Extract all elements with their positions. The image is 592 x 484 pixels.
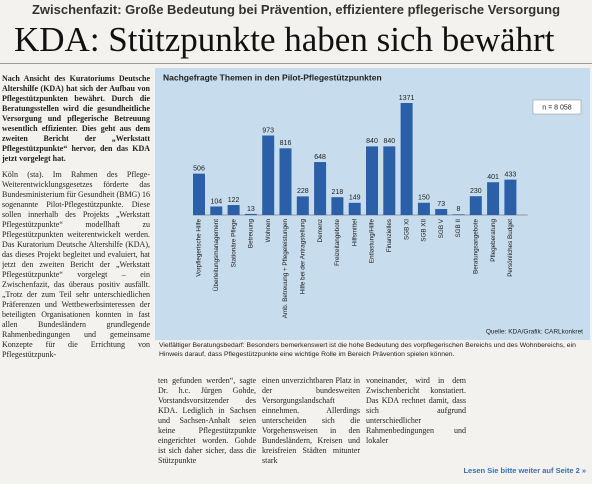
value-label: 648 [314, 154, 326, 161]
chart-title: Nachgefragte Themen in den Pilot-Pfleges… [163, 72, 382, 82]
source: Quelle: KDA/Grafik: CARLkonkret [486, 329, 583, 336]
value-label: 8 [457, 206, 461, 213]
bar [417, 202, 430, 215]
column: einen unverzichtbaren Platz in der bunde… [262, 376, 360, 465]
bar [504, 179, 517, 215]
bar [331, 197, 344, 215]
bar [193, 173, 205, 215]
bar [296, 196, 309, 215]
bar [244, 213, 257, 215]
category-label: Hilfe bei der Antragstellung [299, 219, 306, 295]
column: Nach Ansicht des Kuratoriums Deutsche Al… [2, 74, 150, 482]
value-label: 230 [470, 188, 482, 195]
value-label: 401 [487, 174, 499, 181]
caption: Vielfältiger Beratungsbedarf: Besonders … [159, 342, 576, 358]
lead: Nach Ansicht des Kuratoriums Deutsche Al… [2, 74, 150, 163]
value-label: 104 [210, 198, 222, 205]
category-label: Betreuung [248, 219, 255, 249]
rule [0, 63, 592, 64]
bar [435, 209, 448, 215]
bar [348, 202, 361, 215]
column: ten gefunden werden“, sagte Dr. h.c. Jür… [158, 376, 256, 465]
value-label: 816 [280, 140, 292, 147]
category-label: Stationäre Pflege [230, 219, 237, 268]
category-label: SGB II [455, 219, 462, 238]
category-label: SGB XI [403, 219, 410, 240]
value-label: 150 [418, 195, 430, 202]
category-label: Entlastung/Hilfe [369, 219, 376, 264]
continue-link[interactable]: Lesen Sie bitte weiter auf Seite 2 » [463, 466, 586, 475]
category-label: Pflegeberatung [490, 219, 497, 262]
category-label: Vorpflegerische Hilfe [196, 219, 203, 277]
kicker: Zwischenfazit: Große Bedeutung bei Präve… [31, 2, 561, 17]
category-label: Demenz [317, 219, 324, 242]
column: voneinander, wird in dem Zwischenbericht… [366, 376, 466, 445]
value-label: 840 [366, 138, 378, 145]
headline: KDA: Stützpunkte haben sich bewährt [14, 20, 555, 59]
category-label: Hilfsmittel [351, 219, 358, 246]
value-label: 433 [505, 171, 517, 178]
value-label: 840 [383, 138, 395, 145]
category-label: Wohnen [265, 219, 272, 243]
note: n = 8 058 [542, 104, 571, 111]
bar [262, 135, 275, 215]
bar [366, 146, 378, 215]
bar [452, 214, 465, 215]
category-label: Finanzielles [386, 219, 393, 252]
value-label: 73 [437, 201, 445, 208]
category-label: Amb. Betreuung + Pflegeleistungen [282, 219, 289, 319]
value-label: 1371 [399, 95, 415, 102]
bar [314, 162, 327, 215]
value-label: 122 [228, 197, 240, 204]
value-label: 228 [297, 188, 309, 195]
value-label: 218 [332, 189, 344, 196]
value-label: 13 [247, 206, 255, 213]
category-label: Beratungsangebote [472, 219, 479, 274]
bar [383, 146, 396, 215]
bar [279, 148, 292, 215]
bar [400, 103, 413, 215]
category-label: Persönliches Budget [507, 219, 514, 277]
caption-box: Vielfältiger Beratungsbedarf: Besonders … [159, 342, 576, 358]
value-label: 973 [262, 127, 274, 134]
bar [210, 206, 223, 215]
value-label: 149 [349, 195, 361, 202]
value-label: 506 [193, 166, 205, 173]
bar [469, 196, 482, 215]
bar [487, 182, 500, 215]
category-label: Freizeitangebote [334, 219, 341, 266]
category-label: SGB V [438, 218, 445, 238]
category-label: SGB XII [421, 219, 428, 242]
category-label: Überleitungsmanagement [212, 219, 220, 291]
chart: Nachgefragte Themen in den Pilot-Pfleges… [155, 68, 590, 358]
bar [227, 205, 240, 215]
note-box [532, 99, 582, 115]
paragraph: Köln (sta). Im Rahmen des Pflege-Weitere… [2, 170, 150, 359]
